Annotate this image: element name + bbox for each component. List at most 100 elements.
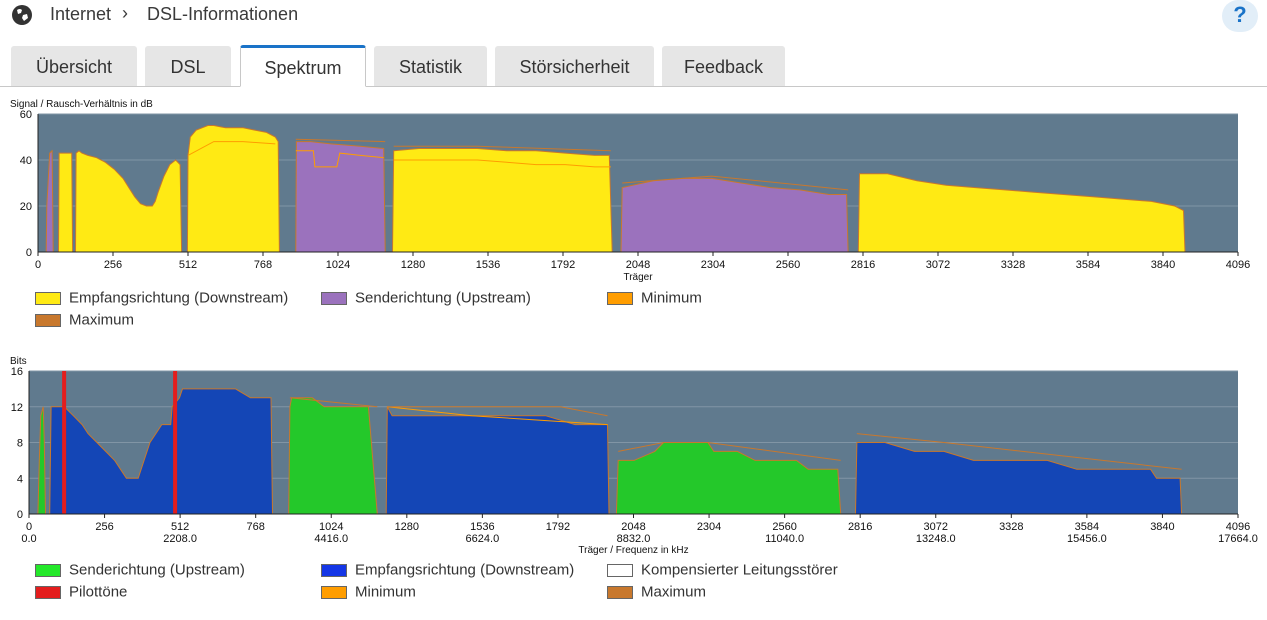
legend-swatch [35, 291, 61, 305]
tab-spektrum[interactable]: Spektrum [240, 45, 366, 87]
legend-bits-compensated: Kompensierter Leitungsstörer [607, 561, 838, 579]
legend-label: Empfangsrichtung (Downstream) [69, 289, 289, 307]
legend-label: Senderichtung (Upstream) [69, 561, 245, 579]
chart-title: Signal / Rausch-Verhältnis in dB [10, 99, 153, 110]
legend-label: Maximum [69, 311, 135, 329]
series-area [295, 141, 386, 253]
x-tick-label: 1792 [551, 259, 575, 271]
tab-uebersicht[interactable]: Übersicht [11, 46, 137, 86]
series-line [622, 175, 849, 191]
x-tick-label: 2048 [626, 259, 650, 271]
x-tick-label: 3072 [926, 259, 950, 271]
x-tick-label: 768 [247, 521, 265, 533]
legend-swatch [607, 563, 633, 577]
y-tick-label: 0 [26, 247, 32, 259]
help-button[interactable]: ? [1222, 0, 1258, 32]
series-line [856, 433, 1182, 470]
legend-swatch [607, 585, 633, 599]
x-tick-khz-label: 0.0 [21, 533, 36, 545]
y-tick-label: 4 [17, 473, 23, 485]
series-line [387, 406, 608, 417]
x-tick-khz-label: 11040.0 [765, 533, 804, 545]
legend-swatch [321, 563, 347, 577]
tab-dsl[interactable]: DSL [145, 46, 231, 86]
series-area [854, 442, 1183, 515]
series-area [288, 397, 378, 515]
x-tick-label: 512 [179, 259, 197, 271]
x-tick-label: 2304 [697, 521, 721, 533]
x-axis-label: Träger [623, 272, 653, 283]
bits-chart: Bits 0 4 8 12 16 0 256 512 768 1024 1280 1536 1792 204… [10, 356, 1258, 556]
x-tick-label: 2048 [621, 521, 645, 533]
series-area [49, 388, 274, 515]
legend-bits-downstream: Empfangsrichtung (Downstream) [321, 561, 574, 579]
chart-title: Bits [10, 356, 27, 367]
series-area [615, 442, 842, 515]
series-area [385, 406, 610, 515]
x-tick-label: 4096 [1226, 259, 1250, 271]
series-line [393, 159, 611, 168]
x-tick-label: 1792 [546, 521, 570, 533]
x-tick-label: 0 [35, 259, 41, 271]
x-tick-label: 2560 [772, 521, 796, 533]
x-tick-label: 2304 [701, 259, 725, 271]
breadcrumb-section[interactable]: Internet [50, 4, 112, 24]
legend-swatch [607, 291, 633, 305]
y-tick-label: 16 [11, 366, 23, 378]
legend-snr-downstream: Empfangsrichtung (Downstream) [35, 289, 288, 307]
page-title: DSL-Informationen [147, 4, 299, 24]
chevron-right-icon: › [122, 3, 128, 23]
x-tick-khz-label: 4416.0 [314, 533, 348, 545]
x-tick-label: 0 [26, 521, 32, 533]
series-area [186, 125, 280, 253]
legend-snr-minimum: Minimum [607, 289, 702, 307]
x-tick-label: 3584 [1076, 259, 1100, 271]
y-tick-label: 8 [17, 438, 23, 450]
y-tick-label: 12 [11, 402, 23, 414]
legend-label: Minimum [355, 583, 416, 601]
tab-statistik[interactable]: Statistik [374, 46, 487, 86]
tab-feedback[interactable]: Feedback [662, 46, 785, 86]
x-tick-label: 768 [254, 259, 272, 271]
series-area [74, 150, 183, 253]
x-tick-khz-label: 2208.0 [163, 533, 197, 545]
series-area [620, 177, 849, 253]
x-tick-label: 3328 [999, 521, 1023, 533]
x-tick-label: 2816 [851, 259, 875, 271]
x-tick-label: 3840 [1150, 521, 1174, 533]
legend-swatch [321, 291, 347, 305]
x-tick-label: 1024 [326, 259, 350, 271]
series-line [295, 138, 386, 143]
series-line [387, 406, 608, 426]
series-line [187, 141, 276, 156]
legend-label: Minimum [641, 289, 702, 307]
x-tick-label: 512 [171, 521, 189, 533]
y-tick-label: 60 [20, 109, 32, 121]
legend-snr-upstream: Senderichtung (Upstream) [321, 289, 531, 307]
y-tick-label: 20 [20, 201, 32, 213]
legend-swatch [35, 563, 61, 577]
x-tick-label: 1536 [470, 521, 494, 533]
series-area [391, 148, 613, 253]
legend-label: Kompensierter Leitungsstörer [641, 561, 838, 579]
legend-label: Maximum [641, 583, 707, 601]
globe-icon [12, 5, 32, 25]
x-tick-label: 2560 [776, 259, 800, 271]
x-tick-label: 4096 [1226, 521, 1250, 533]
x-tick-label: 1280 [395, 521, 419, 533]
x-tick-khz-label: 15456.0 [1067, 533, 1107, 545]
legend-swatch [35, 585, 61, 599]
x-tick-label: 1536 [476, 259, 500, 271]
x-tick-khz-label: 6624.0 [466, 533, 500, 545]
legend-bits-pilot: Pilottöne [35, 583, 127, 601]
tab-stoersicherheit[interactable]: Störsicherheit [495, 46, 654, 86]
header-bar: Internet › DSL-Informationen ? [0, 0, 1267, 34]
series-area [57, 152, 74, 253]
x-axis-label: Träger / Frequenz in kHz [578, 545, 688, 556]
x-tick-label: 3328 [1001, 259, 1025, 271]
x-tick-label: 2816 [848, 521, 872, 533]
x-tick-label: 3584 [1075, 521, 1099, 533]
legend-swatch [321, 585, 347, 599]
pilot-tone-mark [173, 371, 178, 514]
legend-bits-minimum: Minimum [321, 583, 416, 601]
